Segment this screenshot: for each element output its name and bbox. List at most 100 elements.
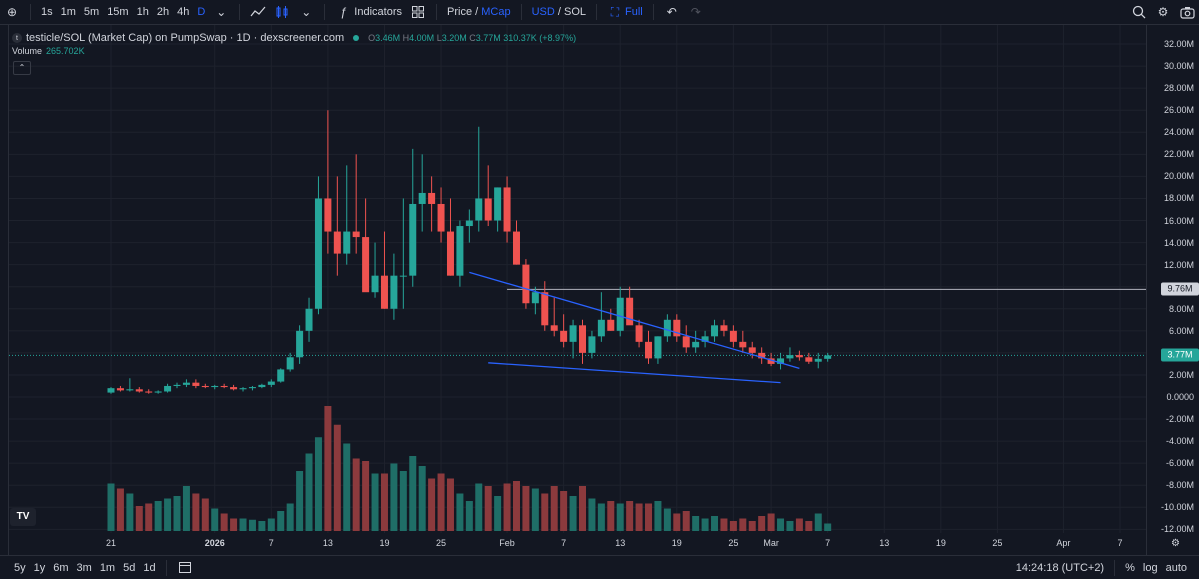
range-1d[interactable]: 1d <box>143 561 156 574</box>
candle-body <box>635 325 643 342</box>
chevron-up-icon: ⌃ <box>18 63 26 72</box>
price-chart[interactable] <box>9 25 1146 533</box>
ohlc-values: O3.46M H4.00M L3.20M C3.77M 310.37K (+8.… <box>368 33 576 43</box>
price-tick-label: 6.00M <box>1168 325 1194 336</box>
timeframe-1m[interactable]: 1m <box>60 6 76 18</box>
candle-body <box>428 192 436 204</box>
timeframe-d[interactable]: D <box>197 6 206 18</box>
range-5d[interactable]: 5d <box>123 561 136 574</box>
candle-body <box>456 226 464 276</box>
layouts-button[interactable] <box>406 0 430 24</box>
auto-toggle[interactable]: auto <box>1165 561 1187 574</box>
price-tick-label: -2.00M <box>1165 414 1194 425</box>
candle-body <box>484 198 492 221</box>
range-1m[interactable]: 1m <box>99 561 116 574</box>
volume-bar <box>522 486 530 531</box>
percent-toggle[interactable]: % <box>1125 561 1135 574</box>
candle-body <box>107 388 115 393</box>
bottom-toolbar: 5y 1y 6m 3m 1m 5d 1d 14:24:18 (UTC+2) % … <box>0 555 1199 579</box>
volume-bar <box>503 483 511 531</box>
price-tick-label: 22.00M <box>1163 149 1194 160</box>
time-tick-label: 13 <box>322 538 333 548</box>
candle-body <box>380 275 388 309</box>
add-symbol-button[interactable]: ⊕ <box>0 0 24 24</box>
candle-body <box>560 330 568 342</box>
volume-bar <box>701 518 709 531</box>
full-label: Full <box>625 6 643 18</box>
candle-body <box>135 389 143 392</box>
volume-bar <box>220 513 228 531</box>
volume-bar <box>428 478 436 531</box>
candle-body <box>437 203 445 232</box>
timeframe-1h[interactable]: 1h <box>136 6 149 18</box>
usd-label: USD <box>531 6 555 18</box>
volume-bar <box>437 473 445 531</box>
date-range-button[interactable] <box>173 559 197 576</box>
candle-body <box>277 369 285 382</box>
timeframe-2h[interactable]: 2h <box>156 6 170 18</box>
price-mcap-toggle[interactable]: Price / MCap <box>447 6 511 18</box>
volume-bar <box>258 521 266 531</box>
line-chart-type-button[interactable] <box>246 0 270 24</box>
log-toggle[interactable]: log <box>1142 561 1158 574</box>
range-3m[interactable]: 3m <box>76 561 92 574</box>
change-value: 310.37K (+8.97%) <box>503 33 577 43</box>
volume-legend: Volume 265.702K <box>12 46 85 56</box>
candle-body <box>201 385 209 388</box>
candle-body <box>192 382 200 386</box>
high-value: 4.00M <box>409 33 435 43</box>
timeframe-15m[interactable]: 15m <box>107 6 129 18</box>
volume-bar <box>230 518 238 531</box>
timeframe-5m[interactable]: 5m <box>83 6 100 18</box>
candle-body <box>267 381 275 385</box>
redo-icon: ↷ <box>690 5 701 19</box>
timeframe-1s[interactable]: 1s <box>41 6 53 18</box>
volume-bar <box>399 471 407 531</box>
range-1y[interactable]: 1y <box>33 561 46 574</box>
full-button[interactable]: ⛶ Full <box>603 0 647 24</box>
candle-body <box>418 192 426 204</box>
candle-body <box>371 275 379 293</box>
time-tick-label: 13 <box>615 538 626 548</box>
candle-body <box>296 330 304 358</box>
volume-bar <box>314 437 322 531</box>
volume-bar <box>135 506 143 531</box>
mcap-label: MCap <box>481 6 511 18</box>
clock-time[interactable]: 14:24:18 (UTC+2) <box>1015 561 1105 574</box>
range-5y[interactable]: 5y <box>14 561 26 574</box>
candle-body <box>494 187 502 221</box>
settings-button[interactable]: ⚙ <box>1151 0 1175 24</box>
range-6m[interactable]: 6m <box>53 561 69 574</box>
time-tick-label: 19 <box>379 538 390 548</box>
upper-trendline <box>469 271 800 369</box>
price-tick-label: 24.00M <box>1163 127 1194 138</box>
price-tick-label: -10.00M <box>1160 502 1194 513</box>
chart-type-dropdown[interactable]: ⌄ <box>294 0 318 24</box>
price-tick-label: 28.00M <box>1163 83 1194 94</box>
collapse-legend-button[interactable]: ⌃ <box>13 61 31 75</box>
currency-toggle[interactable]: USD / SOL <box>531 6 586 18</box>
volume-bar <box>663 508 671 531</box>
price-tick-label: 20.00M <box>1163 171 1194 182</box>
low-value: 3.20M <box>441 33 467 43</box>
candle-body <box>663 319 671 337</box>
candle-body <box>248 387 256 389</box>
volume-bar <box>739 518 747 531</box>
undo-button[interactable]: ↶ <box>660 0 684 24</box>
timeframe-4h[interactable]: 4h <box>177 6 190 18</box>
candle-body <box>211 385 219 388</box>
candle-body <box>729 330 737 342</box>
candle-chart-type-button[interactable] <box>270 0 294 24</box>
price-axis[interactable]: 32.00M 30.00M 28.00M 26.00M 24.00M 22.00M 20.0… <box>1146 25 1199 555</box>
screenshot-button[interactable] <box>1175 0 1199 24</box>
indicators-button[interactable]: ƒ Indicators <box>331 0 406 24</box>
fx-icon: ƒ <box>339 5 347 19</box>
redo-button[interactable]: ↷ <box>684 0 708 24</box>
candle-body <box>362 237 370 293</box>
tradingview-logo-icon[interactable]: TV <box>10 508 36 526</box>
timeframe-dropdown[interactable]: ⌄ <box>209 0 233 24</box>
price-tick-label: -6.00M <box>1165 458 1194 469</box>
quick-search-button[interactable] <box>1127 0 1151 24</box>
volume-bar <box>362 461 370 531</box>
goto-date-icon[interactable]: ⚙ <box>1171 538 1180 549</box>
